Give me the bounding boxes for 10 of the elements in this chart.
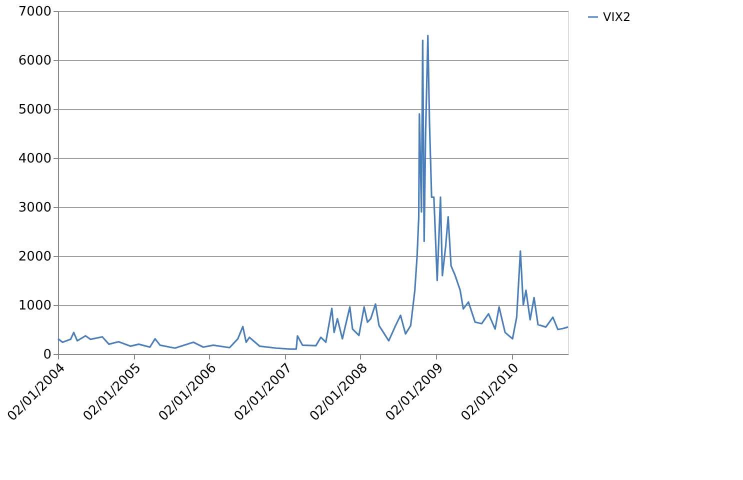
y-tick-label: 0 bbox=[43, 348, 52, 362]
y-tick-label: 1000 bbox=[18, 298, 52, 314]
line-series bbox=[57, 34, 569, 350]
y-tick-label: 4000 bbox=[18, 152, 52, 166]
y-tick-label: 7000 bbox=[18, 4, 52, 20]
legend-label: VIX2 bbox=[603, 10, 631, 24]
y-tick-label: 6000 bbox=[18, 54, 52, 68]
y-tick-label: 3000 bbox=[18, 200, 52, 216]
y-tick-label: 5000 bbox=[18, 102, 52, 118]
y-tick-label: 2000 bbox=[18, 250, 52, 264]
